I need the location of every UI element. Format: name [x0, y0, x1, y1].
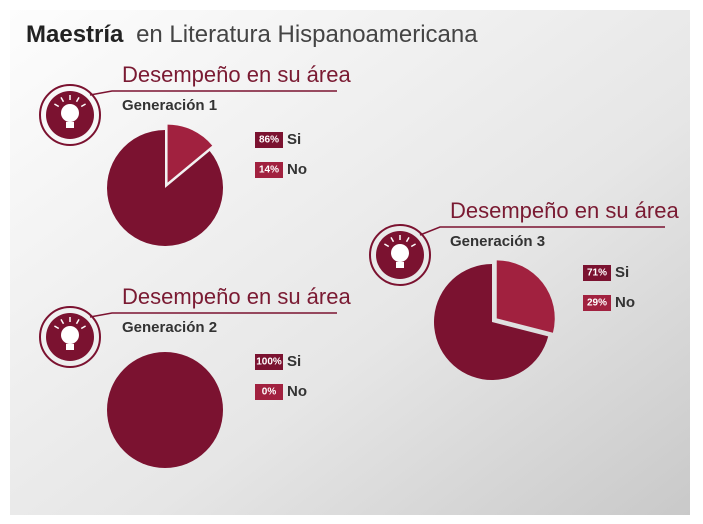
icon-bulb — [391, 244, 409, 262]
pie-slice — [167, 124, 213, 183]
legend-label: No — [287, 383, 307, 400]
chart-subtitle: Generación 2 — [122, 319, 217, 336]
legend-swatch — [583, 265, 611, 281]
icon-bulb-base — [66, 122, 74, 128]
pie-slice — [434, 264, 549, 381]
legend-value-label: 100% — [256, 357, 282, 368]
pie-slice — [496, 260, 555, 333]
icon-bulb — [61, 104, 79, 122]
chart-title: Desempeño en su área — [450, 198, 679, 223]
legend-swatch — [255, 354, 283, 370]
legend-value-label: 0% — [262, 387, 277, 398]
title-rest: en Literatura Hispanoamericana — [136, 21, 478, 48]
legend-swatch — [255, 132, 283, 148]
chart-subtitle: Generación 1 — [122, 97, 217, 114]
chart-subtitle: Generación 3 — [450, 233, 545, 250]
legend-label: Si — [287, 131, 301, 148]
legend-value-label: 86% — [259, 135, 279, 146]
title-underline — [419, 226, 665, 236]
title-bold: Maestría — [26, 21, 124, 48]
title-underline — [89, 90, 337, 96]
legend-label: No — [287, 161, 307, 178]
icon-ray — [405, 237, 410, 243]
icon-ray — [80, 103, 86, 108]
legend-value-label: 29% — [587, 298, 607, 309]
icon-bulb — [61, 326, 79, 344]
icon-ray — [390, 237, 395, 243]
icon-ray — [80, 325, 86, 330]
icon-ring — [39, 306, 101, 368]
icon-bulb-base — [66, 344, 74, 350]
pie-slice — [107, 352, 223, 468]
pie-slice — [107, 130, 223, 247]
legend-label: No — [615, 294, 635, 311]
title-underline — [89, 312, 337, 318]
legend-label: Si — [287, 353, 301, 370]
icon-ring — [369, 224, 431, 286]
icon-ray — [60, 97, 65, 103]
legend-swatch — [255, 162, 283, 178]
chart-title: Desempeño en su área — [122, 284, 351, 309]
icon-ray — [54, 103, 60, 108]
legend-swatch — [255, 384, 283, 400]
icon-ring — [39, 84, 101, 146]
icon-ray — [60, 319, 65, 325]
legend-swatch — [583, 295, 611, 311]
icon-bulb-base — [396, 262, 404, 268]
chart-title: Desempeño en su área — [122, 62, 351, 87]
legend-value-label: 71% — [587, 268, 607, 279]
icon-ray — [384, 243, 390, 248]
icon-ray — [75, 319, 80, 325]
icon-ray — [54, 325, 60, 330]
icon-ray — [75, 97, 80, 103]
legend-value-label: 14% — [259, 165, 279, 176]
legend-label: Si — [615, 264, 629, 281]
page-title: Maestría en Literatura Hispanoamericana — [26, 21, 478, 48]
icon-ray — [410, 243, 416, 248]
